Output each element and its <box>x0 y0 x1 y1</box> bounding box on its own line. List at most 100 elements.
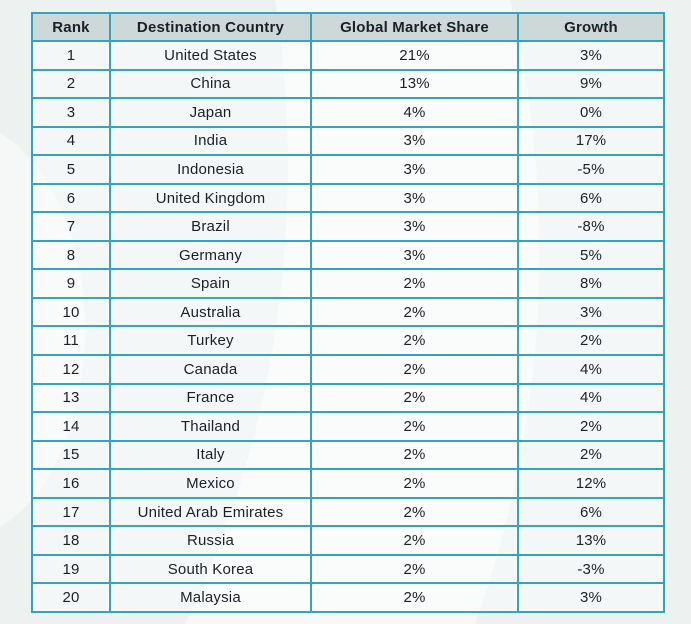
cell-share: 2% <box>310 553 519 585</box>
table-row: 9 Spain 2% 8% <box>31 268 665 299</box>
market-share-table: Rank Destination Country Global Market S… <box>31 12 665 613</box>
cell-country: Russia <box>109 525 312 556</box>
cell-rank: 3 <box>31 97 111 128</box>
cell-rank: 12 <box>31 354 111 385</box>
cell-rank: 11 <box>31 325 111 356</box>
cell-share: 2% <box>310 325 519 356</box>
cell-growth: 13% <box>517 525 665 556</box>
table-body: 1 United States 21% 3% 2 China 13% 9% 3 Japan 4% 0%… <box>31 40 665 613</box>
cell-country: Germany <box>109 239 312 271</box>
cell-growth: 2% <box>517 325 665 356</box>
cell-growth: -5% <box>517 154 665 185</box>
cell-share: 2% <box>310 582 519 613</box>
cell-growth: 2% <box>517 411 665 442</box>
table-row: 4 India 3% 17% <box>31 125 665 157</box>
table-row: 11 Turkey 2% 2% <box>31 325 665 356</box>
table-row: 10 Australia 2% 3% <box>31 296 665 328</box>
cell-country: Australia <box>109 296 312 328</box>
cell-rank: 20 <box>31 582 111 613</box>
cell-country: Canada <box>109 354 312 385</box>
cell-country: Spain <box>109 268 312 299</box>
table-row: 17 United Arab Emirates 2% 6% <box>31 496 665 528</box>
table-row: 13 France 2% 4% <box>31 382 665 414</box>
cell-growth: -8% <box>517 211 665 242</box>
cell-rank: 15 <box>31 439 111 471</box>
table-row: 15 Italy 2% 2% <box>31 439 665 471</box>
table-row: 7 Brazil 3% -8% <box>31 211 665 242</box>
cell-country: Indonesia <box>109 154 312 185</box>
cell-rank: 14 <box>31 411 111 442</box>
table-row: 18 Russia 2% 13% <box>31 525 665 556</box>
cell-growth: -3% <box>517 553 665 585</box>
cell-share: 2% <box>310 439 519 471</box>
table-row: 12 Canada 2% 4% <box>31 354 665 385</box>
cell-rank: 6 <box>31 182 111 214</box>
cell-country: Italy <box>109 439 312 471</box>
cell-country: Mexico <box>109 468 312 499</box>
column-header-share: Global Market Share <box>310 12 519 42</box>
cell-country: Thailand <box>109 411 312 442</box>
table-row: 3 Japan 4% 0% <box>31 97 665 128</box>
cell-share: 2% <box>310 496 519 528</box>
cell-rank: 19 <box>31 553 111 585</box>
cell-growth: 8% <box>517 268 665 299</box>
cell-growth: 6% <box>517 496 665 528</box>
cell-share: 3% <box>310 211 519 242</box>
cell-share: 2% <box>310 268 519 299</box>
cell-rank: 18 <box>31 525 111 556</box>
cell-country: Brazil <box>109 211 312 242</box>
cell-rank: 4 <box>31 125 111 157</box>
cell-growth: 4% <box>517 382 665 414</box>
cell-share: 3% <box>310 125 519 157</box>
cell-country: France <box>109 382 312 414</box>
cell-share: 13% <box>310 68 519 100</box>
column-header-country: Destination Country <box>109 12 312 42</box>
cell-country: India <box>109 125 312 157</box>
cell-growth: 9% <box>517 68 665 100</box>
cell-growth: 6% <box>517 182 665 214</box>
header-row: Rank Destination Country Global Market S… <box>31 12 665 42</box>
cell-rank: 7 <box>31 211 111 242</box>
cell-country: Malaysia <box>109 582 312 613</box>
column-header-rank: Rank <box>31 12 111 42</box>
cell-share: 3% <box>310 154 519 185</box>
cell-growth: 0% <box>517 97 665 128</box>
cell-share: 2% <box>310 411 519 442</box>
cell-rank: 1 <box>31 40 111 71</box>
cell-share: 2% <box>310 296 519 328</box>
table-row: 2 China 13% 9% <box>31 68 665 100</box>
table-row: 5 Indonesia 3% -5% <box>31 154 665 185</box>
cell-rank: 5 <box>31 154 111 185</box>
cell-share: 2% <box>310 468 519 499</box>
cell-share: 21% <box>310 40 519 71</box>
cell-share: 3% <box>310 239 519 271</box>
cell-share: 2% <box>310 525 519 556</box>
cell-growth: 2% <box>517 439 665 471</box>
cell-rank: 16 <box>31 468 111 499</box>
cell-country: South Korea <box>109 553 312 585</box>
cell-share: 4% <box>310 97 519 128</box>
cell-growth: 3% <box>517 296 665 328</box>
cell-rank: 10 <box>31 296 111 328</box>
cell-rank: 2 <box>31 68 111 100</box>
cell-rank: 8 <box>31 239 111 271</box>
table-row: 20 Malaysia 2% 3% <box>31 582 665 613</box>
cell-rank: 17 <box>31 496 111 528</box>
table-row: 8 Germany 3% 5% <box>31 239 665 271</box>
cell-rank: 13 <box>31 382 111 414</box>
table-row: 19 South Korea 2% -3% <box>31 553 665 585</box>
cell-share: 2% <box>310 382 519 414</box>
cell-country: United Kingdom <box>109 182 312 214</box>
cell-share: 3% <box>310 182 519 214</box>
cell-country: China <box>109 68 312 100</box>
cell-country: United Arab Emirates <box>109 496 312 528</box>
cell-share: 2% <box>310 354 519 385</box>
cell-growth: 3% <box>517 40 665 71</box>
column-header-growth: Growth <box>517 12 665 42</box>
cell-rank: 9 <box>31 268 111 299</box>
cell-country: Turkey <box>109 325 312 356</box>
table-row: 1 United States 21% 3% <box>31 40 665 71</box>
cell-country: United States <box>109 40 312 71</box>
cell-country: Japan <box>109 97 312 128</box>
